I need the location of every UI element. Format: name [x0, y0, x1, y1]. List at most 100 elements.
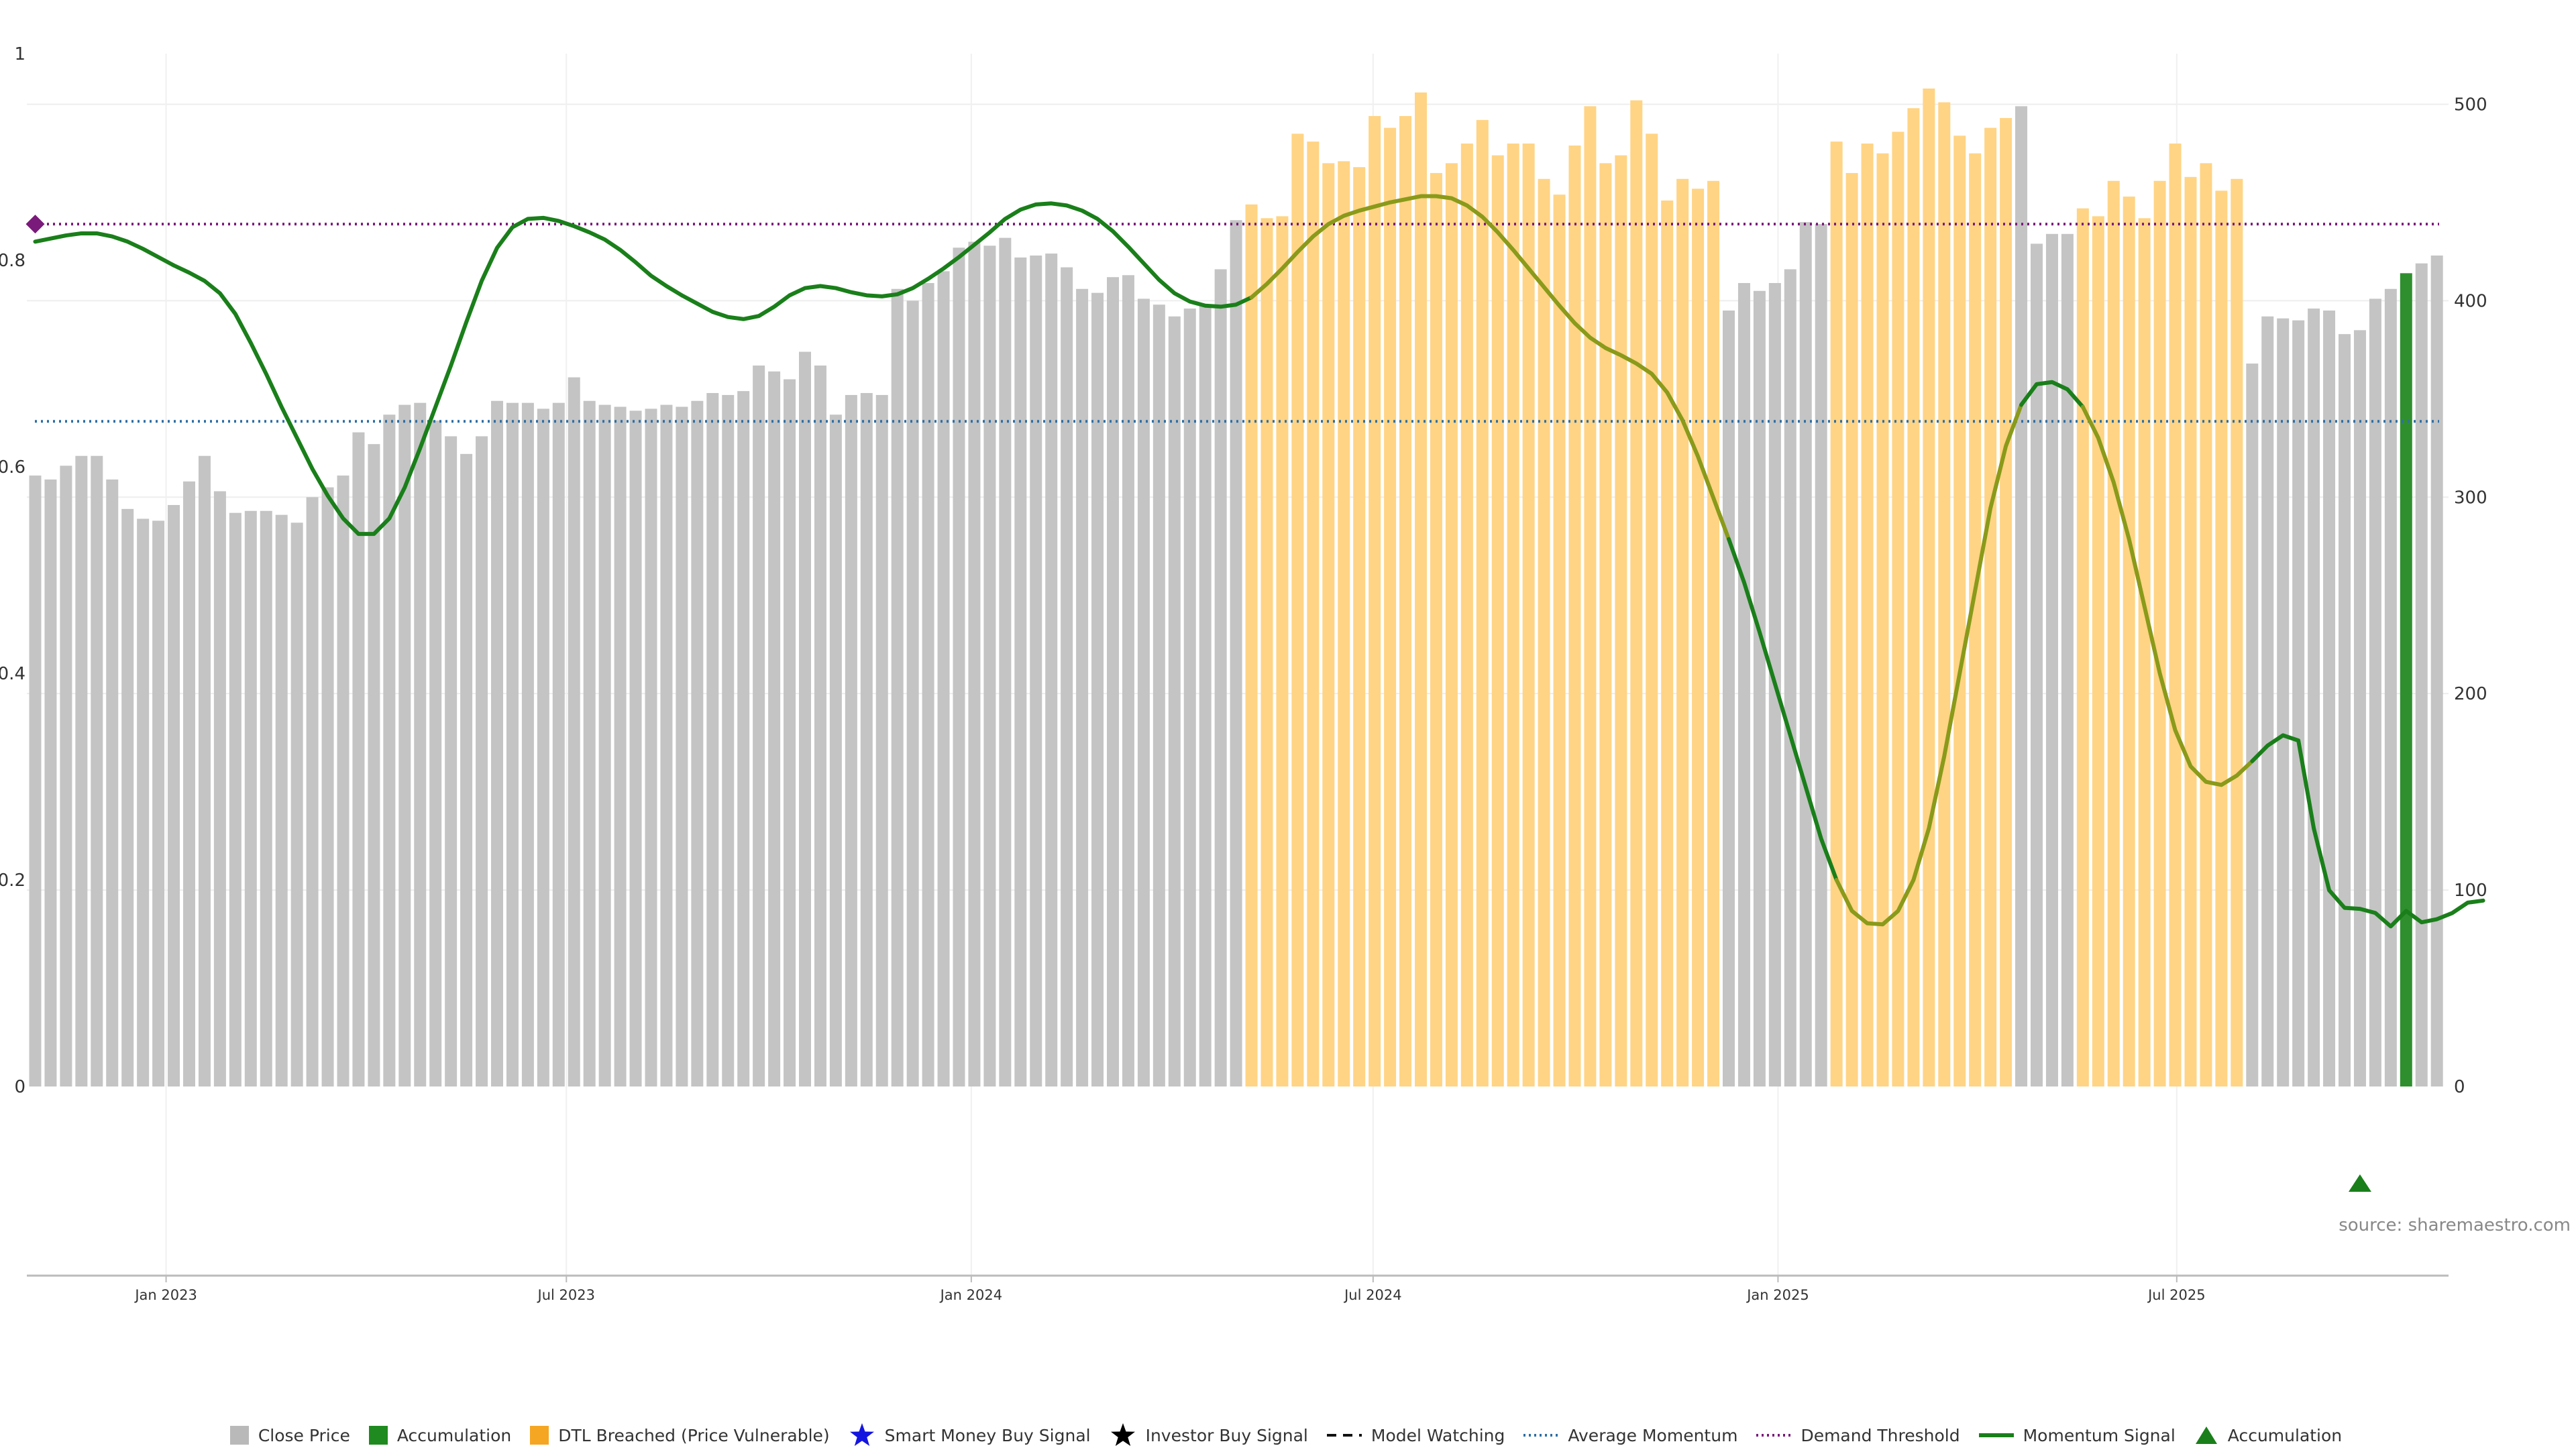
close-price-bar [44, 479, 57, 1086]
dtl-breached-bar [2169, 144, 2182, 1087]
left-y-tick-label: 0.8 [0, 251, 25, 271]
close-price-bar [937, 271, 950, 1086]
dtl-breached-bar [1291, 133, 1304, 1087]
close-price-bar [722, 394, 735, 1086]
close-price-bar [306, 497, 319, 1086]
legend-item-close-price: Close Price [229, 1425, 350, 1445]
dtl-breached-bar [1522, 144, 1535, 1087]
close-price-bar [152, 520, 165, 1086]
legend-label: Close Price [258, 1425, 350, 1445]
close-price-bar [290, 522, 303, 1086]
close-price-bar [414, 402, 427, 1086]
close-price-bar [429, 421, 442, 1086]
close-price-bar [676, 406, 688, 1086]
blue-dotted-line-icon [1523, 1434, 1559, 1437]
dtl-breached-bar [1584, 106, 1597, 1087]
close-price-bar [29, 476, 42, 1086]
dtl-breached-bar [1491, 155, 1504, 1086]
close-price-bar [891, 288, 904, 1086]
right-y-tick-label: 500 [2454, 95, 2487, 115]
close-price-bar [768, 371, 781, 1087]
dtl-breached-bar [1845, 172, 1858, 1086]
close-price-bar [506, 402, 519, 1086]
close-price-bar [168, 504, 180, 1086]
close-price-bar [645, 408, 657, 1086]
close-price-bar [2308, 309, 2320, 1087]
right-y-tick-label: 200 [2454, 684, 2487, 704]
dtl-breached-bar [1276, 216, 1289, 1086]
close-price-bar [2384, 288, 2397, 1086]
dtl-breached-bar [2076, 208, 2089, 1086]
close-price-bar [491, 400, 503, 1086]
close-price-bar [2339, 334, 2351, 1087]
dtl-breached-bar [1245, 204, 1258, 1087]
dtl-breached-bar [1707, 180, 1720, 1086]
close-price-bar [706, 393, 719, 1086]
close-price-bar [983, 245, 996, 1087]
green-line-icon [1978, 1433, 2014, 1437]
close-price-bar [2045, 233, 2058, 1086]
close-price-bar [629, 410, 642, 1086]
legend-item-accumulation-bar: Accumulation [368, 1426, 511, 1445]
dtl-breached-bar [1630, 100, 1643, 1086]
close-price-bar [75, 455, 88, 1086]
dtl-breached-bar [1260, 218, 1273, 1086]
close-price-bar [121, 508, 134, 1086]
dtl-breached-bar [1507, 144, 1519, 1087]
dtl-breached-bar [2092, 216, 2104, 1086]
dtl-breached-bar [1307, 142, 1320, 1087]
close-price-bar [198, 455, 211, 1086]
dtl-breached-bar [1907, 108, 1920, 1087]
close-price-bar [445, 436, 458, 1086]
close-price-bar [1122, 275, 1134, 1087]
dashed-line-icon [1326, 1434, 1362, 1437]
dtl-breached-bar [1430, 172, 1442, 1086]
x-tick-label: Jan 2025 [1746, 1287, 1809, 1303]
close-price-bar [1784, 269, 1796, 1086]
close-price-bar [1815, 224, 1827, 1086]
dtl-breached-bar [2000, 117, 2012, 1086]
legend-label: Average Momentum [1568, 1425, 1738, 1445]
close-price-bar [183, 481, 195, 1086]
dtl-breached-bar [1553, 194, 1566, 1087]
legend-item-accumulation-marker: Accumulation [2194, 1425, 2342, 1446]
dtl-breached-bar [1861, 144, 1874, 1087]
dtl-breached-bar [1353, 167, 1366, 1087]
close-price-bar [398, 404, 411, 1086]
close-price-bar [2292, 320, 2305, 1086]
close-price-bar [1030, 255, 1042, 1087]
momentum-signal-segment [1249, 194, 1731, 541]
dtl-breached-bar [1460, 144, 1473, 1087]
dtl-breached-bar [2184, 176, 2197, 1087]
close-price-bar [2031, 243, 2043, 1086]
dtl-breached-bar [1830, 142, 1843, 1087]
close-price-bar [845, 394, 857, 1086]
close-price-bar [460, 453, 473, 1086]
x-tick-label: Jul 2025 [2147, 1287, 2205, 1303]
legend-item-average-momentum: Average Momentum [1523, 1426, 1737, 1445]
close-price-bar [2061, 233, 2074, 1086]
dtl-breached-bar [1538, 178, 1550, 1087]
x-tick-label: Jul 2024 [1343, 1287, 1401, 1303]
right-y-tick-label: 300 [2454, 488, 2487, 508]
close-price-bar [476, 436, 488, 1086]
dtl-breached-bar [1368, 116, 1381, 1087]
close-price-bar [2323, 311, 2336, 1087]
momentum-signal-segment [1727, 537, 1839, 882]
close-price-bar [691, 400, 704, 1086]
legend-item-demand-threshold: Demand Threshold [1756, 1426, 1960, 1445]
dtl-breached-bar [1938, 102, 1951, 1086]
dtl-breached-bar [1661, 200, 1674, 1086]
source-note: source: sharemaestro.com [2339, 1215, 2571, 1235]
close-price-bar [968, 241, 981, 1086]
close-price-bar [2430, 255, 2443, 1087]
close-price-bar [352, 432, 365, 1086]
legend-item-investor-buy: Investor Buy Signal [1110, 1422, 1308, 1449]
reference-lines [35, 223, 2439, 423]
momentum-signal-segment [1834, 402, 2024, 927]
dtl-breached-bar [1599, 163, 1612, 1086]
close-price-bar [753, 366, 765, 1086]
accumulation-bar [2400, 273, 2412, 1087]
close-price-bar [60, 465, 72, 1086]
purple-dotted-line-icon [1756, 1434, 1792, 1437]
